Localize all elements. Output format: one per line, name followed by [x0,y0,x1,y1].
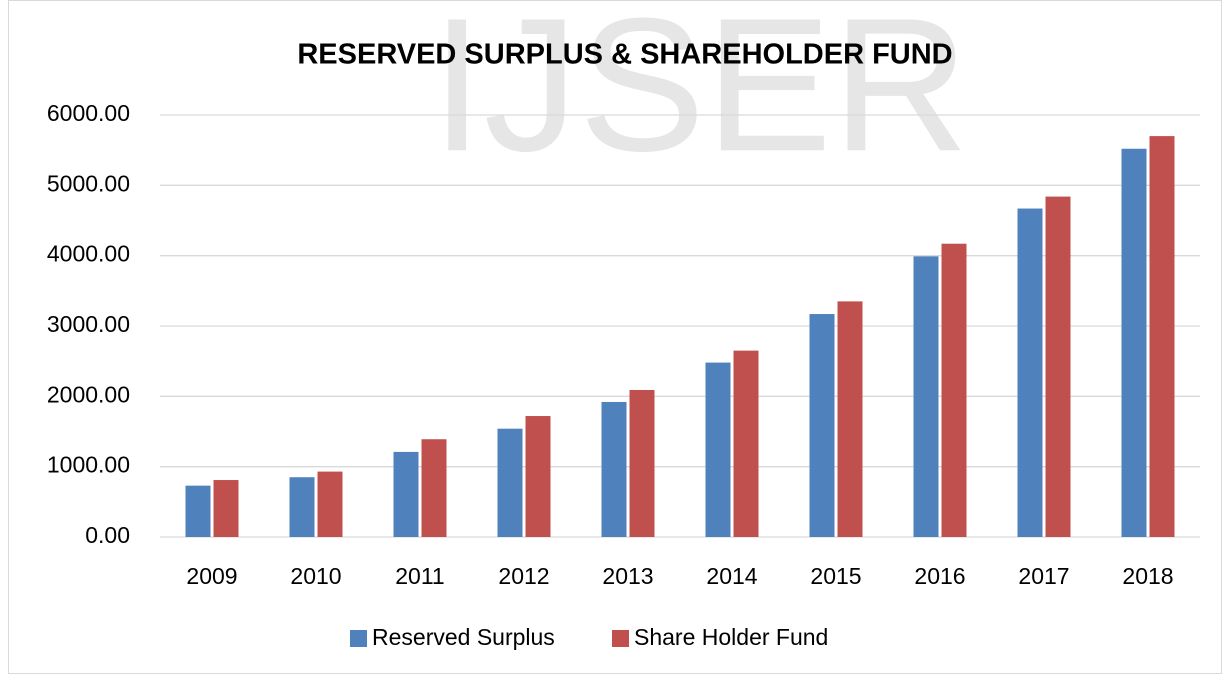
y-tick-label: 4000.00 [47,241,130,267]
bar [393,451,419,537]
bar [941,243,967,537]
x-tick-label: 2016 [914,563,965,589]
x-tick-label: 2014 [706,563,757,589]
x-tick-label: 2013 [602,563,653,589]
watermark: IJSER [431,0,969,191]
bar [1121,148,1147,537]
legend-label: Share Holder Fund [634,624,828,650]
x-tick-label: 2010 [290,563,341,589]
bar [601,401,627,537]
bar [1045,196,1071,537]
chart-frame [8,0,1222,674]
x-tick-label: 2009 [186,563,237,589]
bar [497,428,523,537]
chart-title: RESERVED SURPLUS & SHAREHOLDER FUND [297,39,952,71]
bar [913,256,939,537]
x-tick-label: 2017 [1018,563,1069,589]
legend-label: Reserved Surplus [372,624,555,650]
y-tick-label: 2000.00 [47,381,130,407]
x-tick-label: 2011 [395,563,444,589]
bar [733,350,759,537]
x-tick-label: 2015 [810,563,861,589]
bar [525,416,551,537]
bar [1017,208,1043,537]
y-tick-label: 5000.00 [47,170,130,196]
bar [185,485,211,537]
y-tick-label: 6000.00 [47,100,130,126]
bar [629,390,655,537]
bar [837,301,863,537]
x-tick-label: 2012 [498,563,549,589]
bar [809,314,835,537]
legend-swatch [612,630,629,647]
bar [1149,136,1175,537]
y-tick-label: 3000.00 [47,311,130,337]
bar [289,477,315,537]
y-tick-label: 0.00 [85,522,130,548]
x-tick-label: 2018 [1122,563,1173,589]
bar [421,439,447,537]
y-tick-label: 1000.00 [47,452,130,478]
bar [213,480,239,537]
bar [705,362,731,537]
bar [317,471,343,537]
legend-swatch [350,630,367,647]
